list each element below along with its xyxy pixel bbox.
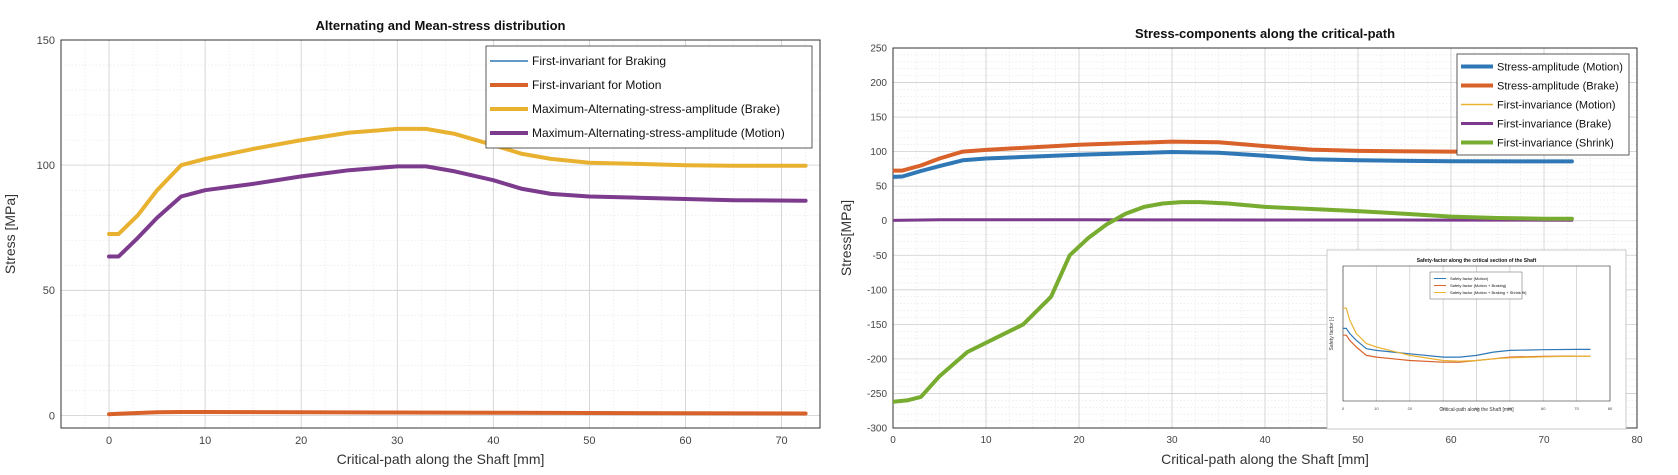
legend-label: First-invariant for Motion: [532, 78, 661, 92]
y-tick-label: -100: [867, 285, 887, 296]
x-tick-label: 10: [980, 435, 992, 446]
x-tick-label: 50: [583, 435, 595, 447]
chart-title: Alternating and Mean-stress distribution: [316, 18, 566, 33]
x-tick-label: 30: [1441, 406, 1446, 411]
chart-title: Stress-components along the critical-pat…: [1135, 26, 1395, 41]
y-tick-label: 150: [870, 113, 887, 124]
x-tick-label: 10: [1374, 406, 1379, 411]
y-tick-label: 0: [49, 410, 55, 422]
x-tick-label: 30: [1166, 435, 1178, 446]
x-tick-label: 40: [487, 435, 499, 447]
x-tick-label: 60: [679, 435, 691, 447]
x-axis-label: Critical-path along the Shaft [mm]: [337, 451, 545, 467]
x-tick-label: 50: [1352, 435, 1364, 446]
series-line-first-invariance-shrink: [893, 200, 1574, 404]
x-tick-label: 0: [890, 435, 896, 446]
chart-stress-components: 0 10 20 30 40 50 60 70 80 -300 -250 -200 -150 -100 -50…: [838, 26, 1643, 467]
x-tick-label: 80: [1608, 406, 1613, 411]
x-tick-label: 70: [775, 435, 787, 447]
legend-label: Stress-amplitude (Brake): [1497, 80, 1619, 92]
x-tick-label: 70: [1538, 435, 1550, 446]
series-line-stress-amplitude-motion: [893, 150, 1574, 179]
x-tick-label: 40: [1474, 406, 1479, 411]
y-tick-label: -300: [867, 424, 887, 435]
y-tick-label: 200: [870, 78, 887, 89]
x-tick-label: 50: [1508, 406, 1513, 411]
legend-label: First-invariance (Motion): [1497, 99, 1616, 111]
x-tick-label: 80: [1631, 435, 1643, 446]
legend-label: Maximum-Alternating-stress-amplitude (Br…: [532, 102, 780, 116]
y-tick-label: -200: [867, 354, 887, 365]
y-tick-label: -50: [873, 251, 888, 262]
axes-frame: [892, 47, 1638, 429]
chart-title: Safety-factor along the critical section…: [1417, 258, 1537, 264]
y-tick-label: 0: [881, 216, 887, 227]
y-axis-label: Stress [MPa]: [2, 194, 18, 274]
x-tick-label: 60: [1445, 435, 1457, 446]
series-line-maximum-alternating-stress-amplitude-motion: [107, 164, 808, 259]
legend-label: First-invariant for Braking: [532, 54, 666, 68]
series-line-first-invariant-for-motion: [107, 410, 808, 417]
y-tick-label: 100: [37, 160, 55, 172]
axes-frame: [60, 39, 821, 429]
x-tick-label: 60: [1541, 406, 1546, 411]
legend-box: [485, 45, 813, 149]
chart-safety-factor-inset: 0 10 20 30 40 50 60 70 80 Safety-factor along the…: [1326, 249, 1627, 430]
series-line-safety-factor-motion: [1343, 327, 1591, 358]
x-axis-label: Critical-path along the Shaft [mm]: [1161, 451, 1369, 467]
x-tick-label: 70: [1574, 406, 1579, 411]
y-tick-label: 100: [870, 147, 887, 158]
y-tick-label: -150: [867, 320, 887, 331]
chart-alternating-mean-stress: 0 10 20 30 40 50 60 70 0 50 100 150 Alternating and …: [2, 18, 821, 467]
y-axis-label: Safety factor [-]: [1329, 316, 1335, 351]
x-tick-label: 40: [1259, 435, 1271, 446]
y-tick-label: 50: [876, 182, 888, 193]
legend-label: Safety factor (Motion + Braking + Shrink…: [1450, 290, 1527, 295]
y-tick-label: 50: [43, 285, 55, 297]
legend-label: Safety factor (Motion): [1450, 276, 1489, 281]
legend-label: Stress-amplitude (Motion): [1497, 61, 1623, 73]
x-axis-label: Critical-path along the Shaft [mm]: [1439, 407, 1514, 413]
y-tick-label: 150: [37, 35, 55, 47]
y-axis-label: Stress[MPa]: [838, 200, 854, 276]
legend-label: Safety factor (Motion + Braking): [1450, 283, 1507, 288]
x-tick-label: 20: [1408, 406, 1413, 411]
y-tick-label: -250: [867, 389, 887, 400]
x-tick-label: 10: [199, 435, 211, 447]
legend-label: First-invariance (Shrink): [1497, 137, 1614, 149]
axes-frame: [1342, 265, 1611, 402]
x-tick-label: 30: [391, 435, 403, 447]
x-tick-label: 20: [295, 435, 307, 447]
series-line-first-invariance-brake: [893, 218, 1574, 222]
y-tick-label: 250: [870, 44, 887, 55]
legend-label: First-invariance (Brake): [1497, 118, 1611, 130]
series-line-maximum-alternating-stress-amplitude-brake: [107, 126, 808, 236]
series-line-safety-factor-motion-braking-shrink-fit: [1343, 307, 1591, 362]
legend-label: Maximum-Alternating-stress-amplitude (Mo…: [532, 126, 785, 140]
series-line-stress-amplitude-brake: [893, 139, 1574, 173]
x-tick-label: 20: [1073, 435, 1085, 446]
x-tick-label: 0: [106, 435, 112, 447]
x-tick-label: 0: [1342, 406, 1345, 411]
